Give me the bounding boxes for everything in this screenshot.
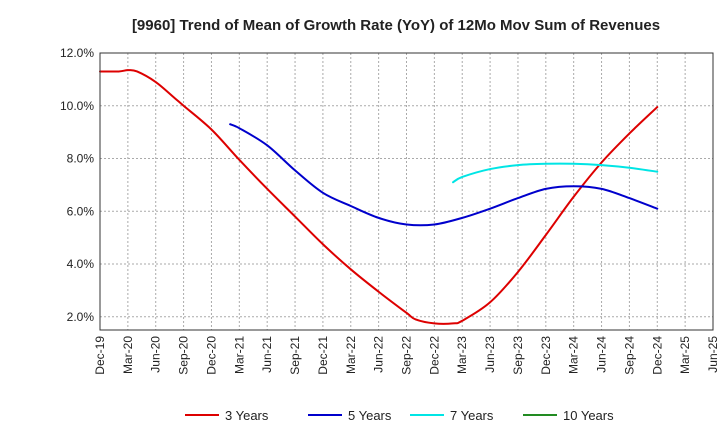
x-tick-label: Sep-22 <box>400 336 414 375</box>
x-tick-label: Dec-23 <box>539 336 553 375</box>
x-tick-label: Mar-22 <box>344 336 358 374</box>
x-tick-label: Jun-23 <box>483 336 497 373</box>
x-tick-label: Mar-25 <box>678 336 692 374</box>
x-tick-label: Dec-24 <box>650 336 664 375</box>
x-tick-label: Jun-20 <box>149 336 163 373</box>
series-line-3-years <box>99 69 659 325</box>
x-tick-label: Dec-22 <box>427 336 441 375</box>
x-tick-label: Mar-24 <box>567 336 581 374</box>
legend-label-10-years: 10 Years <box>563 408 614 423</box>
x-tick-label: Dec-19 <box>93 336 107 375</box>
x-tick-label: Jun-24 <box>595 336 609 373</box>
legend: 3 Years 5 Years 7 Years 10 Years <box>185 408 614 423</box>
x-tick-label: Sep-21 <box>288 336 302 375</box>
x-tick-label: Sep-24 <box>622 336 636 375</box>
y-tick-label: 8.0% <box>67 152 95 166</box>
plot-frame <box>99 52 714 331</box>
legend-label-7-years: 7 Years <box>450 408 494 423</box>
x-tick-label: Mar-21 <box>232 336 246 374</box>
series-line-5-years <box>229 123 659 227</box>
series-line-7-years <box>452 162 659 184</box>
x-tick-label: Dec-21 <box>316 336 330 375</box>
x-tick-label: Mar-20 <box>121 336 135 374</box>
legend-label-3-years: 3 Years <box>225 408 269 423</box>
x-axis-ticks: Dec-19 Mar-20 Jun-20 Sep-20 Dec-20 Mar-21 Jun-… <box>93 336 720 375</box>
series-lines <box>99 69 659 325</box>
y-tick-label: 4.0% <box>67 257 95 271</box>
y-tick-label: 6.0% <box>67 204 95 218</box>
y-axis-ticks: 2.0% 4.0% 6.0% 8.0% 10.0% 12.0% <box>60 46 94 324</box>
x-tick-label: Dec-20 <box>204 336 218 375</box>
x-tick-label: Sep-23 <box>511 336 525 375</box>
chart-title: [9960] Trend of Mean of Growth Rate (YoY… <box>132 17 660 34</box>
x-tick-label: Jun-25 <box>706 336 720 373</box>
legend-label-5-years: 5 Years <box>348 408 392 423</box>
y-tick-label: 10.0% <box>60 99 94 113</box>
x-tick-label: Sep-20 <box>177 336 191 375</box>
y-tick-label: 12.0% <box>60 46 94 60</box>
y-tick-label: 2.0% <box>67 310 95 324</box>
x-tick-label: Jun-22 <box>372 336 386 373</box>
x-tick-label: Jun-21 <box>260 336 274 373</box>
x-tick-label: Mar-23 <box>455 336 469 374</box>
